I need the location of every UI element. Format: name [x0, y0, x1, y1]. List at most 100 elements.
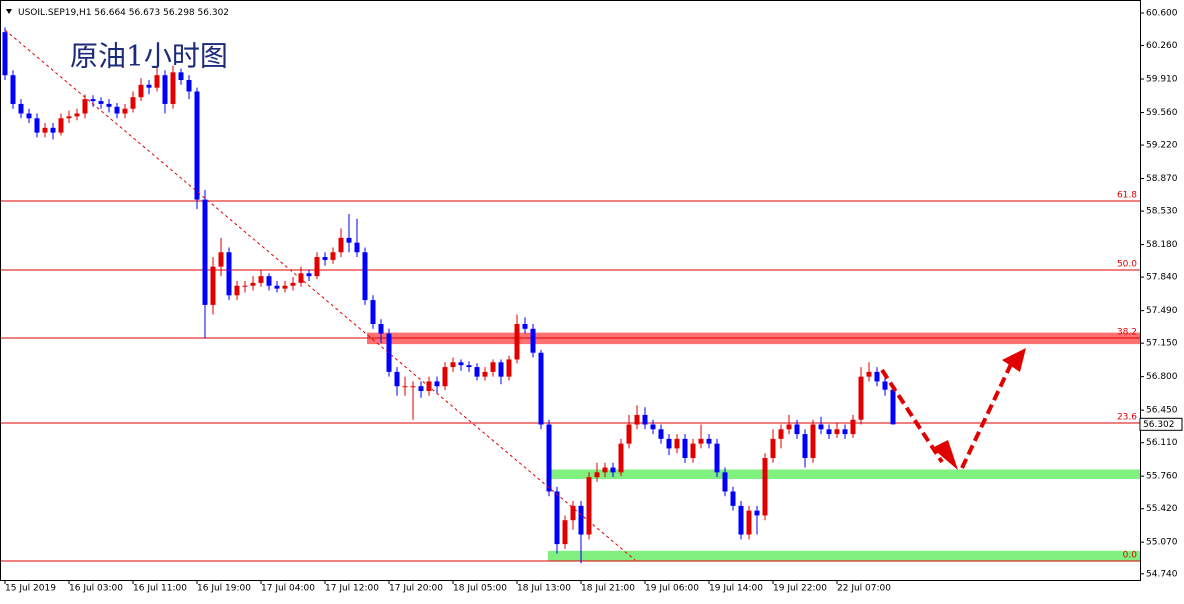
candle-body — [402, 386, 408, 388]
candle-body — [490, 362, 496, 372]
candle-body — [866, 371, 872, 377]
x-tick-label: 18 Jul 21:00 — [581, 584, 635, 594]
candle-body — [786, 424, 792, 430]
y-tick-label: 58.870 — [1146, 174, 1178, 184]
candle-body — [890, 389, 896, 425]
x-tick-label: 16 Jul 11:00 — [133, 584, 187, 594]
candle-body — [762, 457, 768, 516]
candle-body — [130, 97, 136, 109]
y-tick-label: 54.740 — [1146, 569, 1178, 579]
x-tick-label: 18 Jul 13:00 — [517, 584, 571, 594]
x-tick-label: 17 Jul 20:00 — [389, 584, 443, 594]
candle-body — [834, 429, 840, 435]
candle-body — [746, 510, 752, 535]
symbol: USOIL.SEP19,H1 — [18, 8, 92, 18]
candle-body — [330, 252, 336, 260]
fib-label: 23.6 — [1117, 412, 1137, 422]
y-tick-label: 57.150 — [1146, 339, 1178, 349]
candle-body — [362, 252, 368, 301]
candle-body — [778, 429, 784, 439]
candle-body — [698, 438, 704, 444]
trend-line — [4, 29, 636, 561]
y-tick-label: 57.840 — [1146, 273, 1178, 283]
candle-body — [722, 472, 728, 492]
candle-body — [546, 424, 552, 492]
high: 56.673 — [129, 8, 161, 18]
x-tick-label: 15 Jul 2019 — [5, 584, 56, 594]
candle-body — [706, 438, 712, 444]
y-tick-label: 58.180 — [1146, 240, 1178, 250]
candle-body — [602, 467, 608, 473]
candle-body — [530, 328, 536, 353]
candle-body — [514, 324, 520, 360]
candle-body — [666, 438, 672, 449]
candle-body — [226, 252, 232, 296]
candle-body — [186, 80, 192, 92]
candle-body — [794, 424, 800, 435]
candle-body — [466, 365, 472, 368]
candle-body — [850, 419, 856, 435]
candle-body — [42, 127, 48, 133]
fib-label: 50.0 — [1117, 260, 1137, 270]
y-tick-label: 59.910 — [1146, 75, 1178, 85]
candle-body — [98, 101, 104, 104]
y-tick-label: 58.530 — [1146, 207, 1178, 217]
candle-body — [26, 113, 32, 119]
fib-label: 61.8 — [1117, 191, 1137, 201]
y-tick-label: 56.110 — [1146, 438, 1178, 448]
candle-body — [818, 424, 824, 430]
candle-body — [650, 424, 656, 430]
candle-body — [506, 359, 512, 377]
candle-body — [674, 438, 680, 449]
candle-body — [250, 282, 256, 286]
candle-body — [810, 424, 816, 458]
x-tick-label: 19 Jul 14:00 — [709, 584, 763, 594]
candle-body — [386, 333, 392, 372]
y-tick-label: 55.070 — [1146, 538, 1178, 548]
y-tick-label: 60.260 — [1146, 41, 1178, 51]
y-tick-label: 55.420 — [1146, 504, 1178, 514]
candle-body — [434, 381, 440, 387]
candle-body — [146, 84, 152, 88]
candle-body — [578, 505, 584, 535]
candle-body — [202, 199, 208, 305]
candle-body — [538, 352, 544, 425]
candle-body — [498, 362, 504, 377]
low: 56.298 — [163, 8, 195, 18]
candle-body — [322, 257, 328, 260]
y-tick-label: 59.220 — [1146, 141, 1178, 151]
candle-body — [658, 429, 664, 439]
x-tick-label: 16 Jul 03:00 — [69, 584, 123, 594]
y-tick-label: 59.560 — [1146, 108, 1178, 118]
x-tick-label: 19 Jul 22:00 — [773, 584, 827, 594]
candle-body — [522, 324, 528, 329]
candle-body — [474, 367, 480, 377]
candle-body — [138, 84, 144, 98]
candle-body — [74, 113, 80, 117]
candle-body — [858, 376, 864, 420]
menu-icon — [6, 9, 12, 14]
candle-body — [210, 266, 216, 305]
candle-body — [218, 252, 224, 267]
candle-body — [314, 257, 320, 277]
candle-body — [170, 72, 176, 104]
candle-body — [178, 72, 184, 80]
candle-body — [50, 127, 56, 133]
candle-body — [618, 443, 624, 473]
candle-body — [242, 285, 248, 287]
price-label: 56.302 — [1143, 420, 1175, 430]
candle-body — [730, 491, 736, 506]
candle-body — [290, 282, 296, 286]
candle-body — [690, 443, 696, 458]
candle-body — [610, 467, 616, 473]
candle-body — [282, 285, 288, 289]
candle-body — [162, 75, 168, 104]
x-tick-label: 22 Jul 07:00 — [837, 584, 891, 594]
candle-body — [634, 414, 640, 425]
candle-body — [882, 381, 888, 390]
arrow-head — [932, 440, 958, 470]
candle-body — [450, 362, 456, 368]
candle-body — [554, 491, 560, 545]
